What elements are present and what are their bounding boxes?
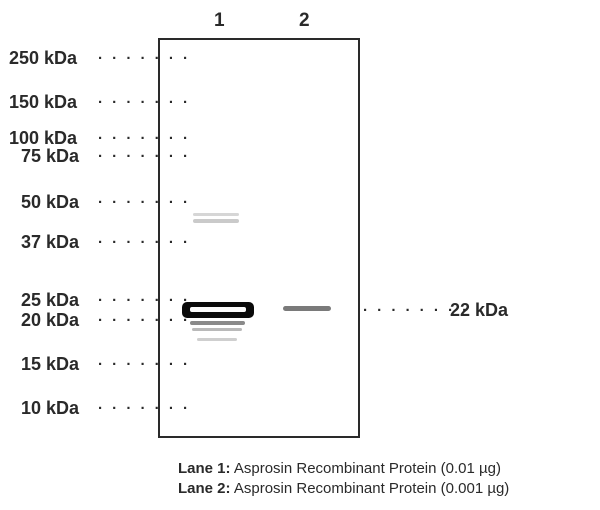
blot-figure: 1 2 250 kDa · · · · · · · 150 kDa · · · … — [0, 0, 600, 510]
mw-label-50: 50 kDa — [21, 192, 79, 213]
mw-dots-15: · · · · · · · — [98, 356, 190, 373]
lane1-lower-band-a — [190, 321, 245, 325]
mw-label-150: 150 kDa — [9, 92, 77, 113]
lane1-faint-band-b — [193, 219, 239, 223]
lane-header-2: 2 — [299, 10, 310, 32]
mw-label-37: 37 kDa — [21, 232, 79, 253]
mw-dots-25: · · · · · · · — [98, 292, 190, 309]
lane2-main-band — [283, 306, 331, 311]
legend-lane-1-text: Asprosin Recombinant Protein (0.01 µg) — [231, 460, 501, 477]
right-label-22: 22 kDa — [450, 300, 508, 321]
mw-label-250: 250 kDa — [9, 48, 77, 69]
mw-dots-20: · · · · · · · — [98, 312, 190, 329]
lane1-main-band-inner — [190, 307, 246, 312]
mw-dots-100: · · · · · · · — [98, 130, 190, 147]
mw-dots-10: · · · · · · · — [98, 400, 190, 417]
mw-label-15: 15 kDa — [21, 354, 79, 375]
mw-label-10: 10 kDa — [21, 398, 79, 419]
mw-label-75: 75 kDa — [21, 146, 79, 167]
legend-lane-1-bold: Lane 1: — [178, 460, 231, 477]
mw-label-20: 20 kDa — [21, 310, 79, 331]
lane1-lower-band-c — [197, 338, 237, 341]
mw-dots-250: · · · · · · · — [98, 50, 190, 67]
lane1-lower-band-b — [192, 328, 242, 331]
legend-lane-2: Lane 2: Asprosin Recombinant Protein (0.… — [178, 480, 509, 497]
mw-dots-75: · · · · · · · — [98, 148, 190, 165]
mw-dots-50: · · · · · · · — [98, 194, 190, 211]
mw-label-25: 25 kDa — [21, 290, 79, 311]
legend-lane-2-text: Asprosin Recombinant Protein (0.001 µg) — [231, 480, 510, 497]
mw-dots-37: · · · · · · · — [98, 234, 190, 251]
legend-lane-1: Lane 1: Asprosin Recombinant Protein (0.… — [178, 460, 501, 477]
lane1-faint-band-a — [193, 213, 239, 216]
lane-header-1: 1 — [214, 10, 225, 32]
mw-dots-150: · · · · · · · — [98, 94, 190, 111]
legend-lane-2-bold: Lane 2: — [178, 480, 231, 497]
